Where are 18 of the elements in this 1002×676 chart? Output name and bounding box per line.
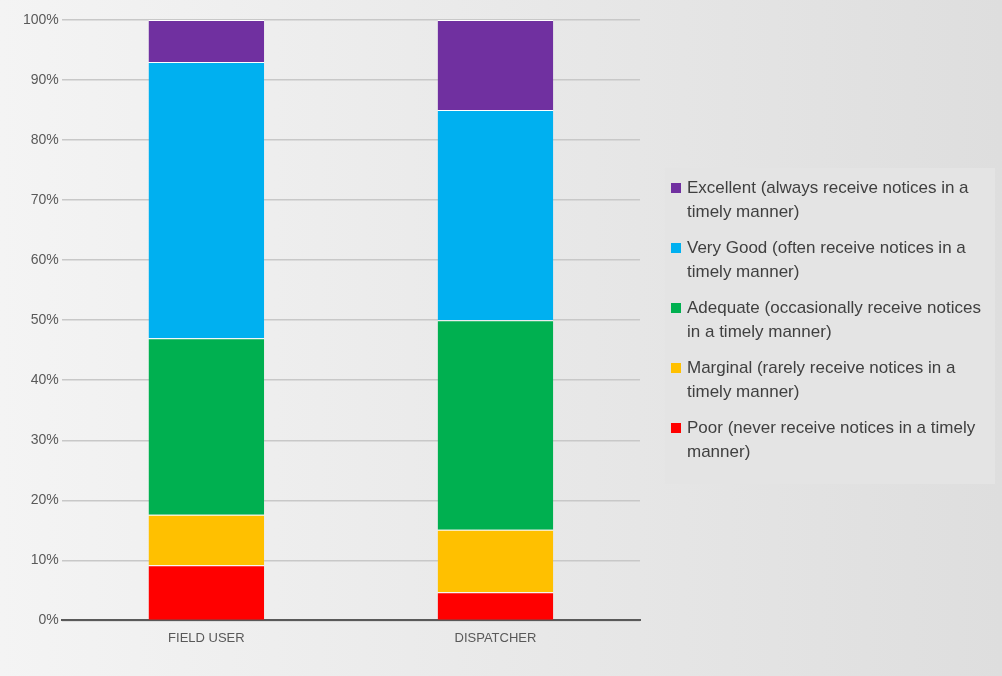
legend-label: Very Good (often receive notices in a timely manner) [687,237,967,283]
y-tick-label: 60% [30,251,59,268]
y-tick-label: 100% [22,10,59,27]
y-tick-label: 30% [30,431,59,448]
x-tick-label: DISPATCHER [454,629,537,645]
legend-label: Poor (never receive notices in a timely manner) [687,417,977,463]
y-tick-label: 70% [30,190,59,207]
y-tick-label: 10% [30,551,59,568]
y-tick-label: 50% [30,311,59,328]
y-tick-label: 20% [30,491,59,508]
x-tick-label: FIELD USER [168,629,245,645]
y-tick-label: 80% [30,130,59,147]
legend-label: Adequate (occasionally receive notices in a timely manner) [687,297,982,343]
legend-label: Marginal (rarely receive notices in a timely manner) [687,357,957,403]
y-tick-label: 40% [30,371,59,388]
y-tick-label: 0% [38,611,59,628]
legend-label: Excellent (always receive notices in a timely manner) [687,177,970,223]
y-tick-label: 90% [30,70,59,87]
